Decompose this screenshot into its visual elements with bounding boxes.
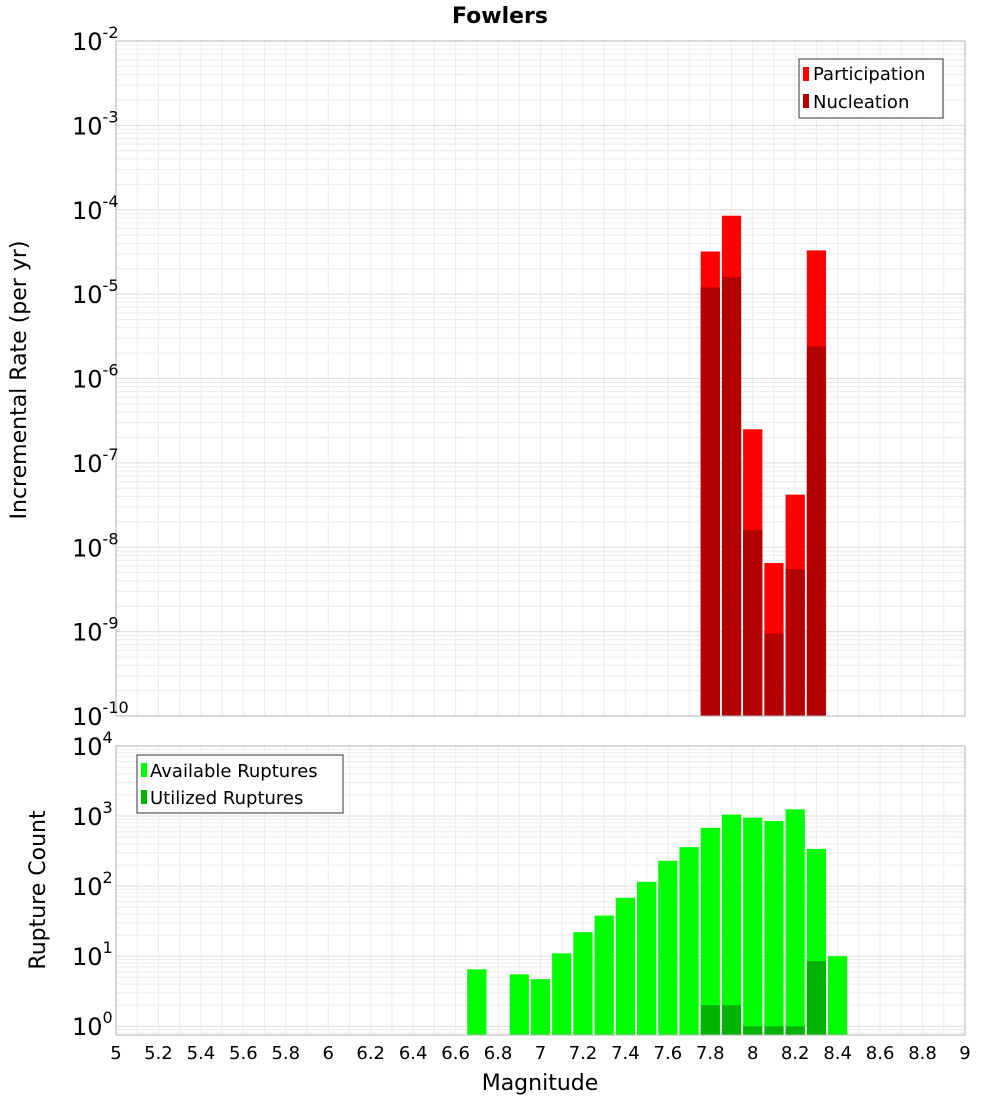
x-tick-label: 7.8 — [696, 1043, 725, 1064]
count-y-axis-label: Rupture Count — [26, 810, 51, 970]
participation-legend-swatch — [803, 67, 809, 81]
count-legend-box — [136, 754, 344, 814]
count-y-ticks: 104 103 102 101 100 — [72, 728, 113, 1041]
x-tick-label: 5.6 — [229, 1043, 258, 1064]
rate-y-tick-label: 10-9 — [72, 614, 119, 647]
count-bar — [530, 979, 551, 1035]
count-bar — [700, 1005, 720, 1035]
utilized-legend-swatch — [141, 790, 147, 804]
count-bar — [615, 897, 636, 1035]
rate-y-tick-label: 10-10 — [72, 698, 129, 731]
chart-title: Fowlers — [452, 4, 548, 29]
count-plot-border — [115, 745, 966, 1036]
x-tick-label: 6.4 — [399, 1043, 428, 1064]
x-tick-label: 5.4 — [187, 1043, 216, 1064]
count-y-tick-label: 100 — [72, 1008, 113, 1041]
rate-series-1 — [700, 276, 827, 716]
count-bar — [764, 821, 784, 1035]
count-bar — [785, 1026, 805, 1035]
count-bar — [509, 974, 529, 1035]
rate-panel: 10-2 10-3 10-4 10-5 10-6 10-7 10-8 10-9 10-10 — [72, 23, 966, 731]
count-bar — [467, 969, 487, 1035]
x-tick-label: 6.2 — [356, 1043, 385, 1064]
count-bar — [721, 814, 742, 1035]
count-bar — [721, 1005, 742, 1035]
count-bar — [743, 817, 763, 1035]
count-bar — [637, 881, 657, 1035]
count-y-tick-label: 104 — [72, 728, 113, 761]
count-y-tick-label: 103 — [72, 798, 113, 831]
rate-y-tick-label: 10-4 — [72, 192, 119, 225]
rate-bar — [743, 530, 763, 716]
x-tick-label: 8.4 — [823, 1043, 852, 1064]
rate-grid — [115, 41, 966, 717]
x-tick-label: 5.8 — [271, 1043, 300, 1064]
x-axis-label: Magnitude — [482, 1071, 599, 1096]
count-bar — [658, 860, 678, 1035]
count-bar — [764, 1026, 784, 1035]
nucleation-legend-label: Nucleation — [813, 92, 909, 113]
rate-y-tick-label: 10-8 — [72, 529, 119, 562]
x-tick-label: 8.8 — [908, 1043, 937, 1064]
participation-legend-label: Participation — [813, 64, 925, 85]
rate-bar — [785, 569, 805, 716]
count-series-1 — [700, 961, 827, 1035]
count-legend: Available Ruptures Utilized Ruptures — [136, 754, 344, 814]
nucleation-legend-swatch — [803, 94, 809, 108]
x-tick-label: 7.6 — [654, 1043, 683, 1064]
available-legend-swatch — [141, 763, 147, 777]
count-bar — [785, 809, 805, 1035]
x-tick-label: 5 — [110, 1043, 121, 1064]
x-tick-label: 8.6 — [866, 1043, 895, 1064]
count-bar — [594, 915, 614, 1035]
x-tick-label: 5.2 — [144, 1043, 173, 1064]
x-tick-label: 8 — [747, 1043, 758, 1064]
utilized-legend-label: Utilized Ruptures — [150, 788, 303, 809]
count-y-tick-label: 101 — [72, 938, 113, 971]
rate-bar — [806, 346, 827, 716]
rate-y-tick-label: 10-7 — [72, 445, 119, 478]
x-tick-label: 7 — [535, 1043, 546, 1064]
x-tick-label: 9 — [959, 1043, 970, 1064]
count-bar — [828, 956, 848, 1035]
rate-y-tick-label: 10-3 — [72, 107, 119, 140]
rate-plot-border — [115, 40, 966, 717]
count-bar — [573, 932, 593, 1035]
rate-bar — [764, 633, 784, 716]
rate-legend: Participation Nucleation — [798, 58, 944, 119]
x-tick-label: 8.2 — [781, 1043, 810, 1064]
count-y-tick-label: 102 — [72, 868, 113, 901]
rate-y-axis-label: Incremental Rate (per yr) — [7, 241, 32, 520]
x-tick-label: 7.4 — [611, 1043, 640, 1064]
rate-y-tick-label: 10-2 — [72, 23, 119, 56]
count-bar — [743, 1026, 763, 1035]
rate-y-tick-label: 10-6 — [72, 361, 119, 394]
rate-bar — [721, 276, 742, 716]
x-ticks: 5 5.2 5.4 5.6 5.8 6 6.2 6.4 6.6 6.8 7 7.2 7.4 7.6 7.8 8… — [110, 1043, 970, 1064]
available-legend-label: Available Ruptures — [150, 761, 318, 782]
x-tick-label: 6 — [323, 1043, 334, 1064]
count-bar — [679, 847, 699, 1035]
rate-y-ticks: 10-2 10-3 10-4 10-5 10-6 10-7 10-8 10-9 10-10 — [72, 23, 129, 731]
x-tick-label: 6.8 — [484, 1043, 513, 1064]
x-tick-label: 6.6 — [441, 1043, 470, 1064]
count-bar — [806, 961, 827, 1035]
count-bar — [552, 953, 572, 1035]
rate-bar — [700, 287, 720, 716]
count-bar — [700, 827, 720, 1035]
rate-y-tick-label: 10-5 — [72, 276, 119, 309]
x-tick-label: 7.2 — [569, 1043, 598, 1064]
rate-legend-box — [798, 58, 944, 119]
